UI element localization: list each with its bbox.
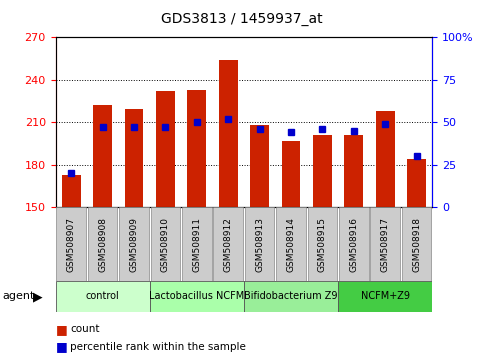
Bar (308, 207, 337, 281)
Text: GSM508911: GSM508911 (192, 217, 201, 272)
Text: GSM508914: GSM508914 (286, 217, 296, 272)
Bar (313, 135, 332, 207)
Bar (150, 281, 244, 312)
Bar (339, 207, 369, 281)
Bar (219, 60, 238, 207)
Bar (57, 207, 86, 281)
Bar (119, 207, 149, 281)
Bar (244, 281, 338, 312)
Bar (62, 175, 81, 207)
Text: GSM508909: GSM508909 (129, 217, 139, 272)
Bar (182, 207, 212, 281)
Text: ■: ■ (56, 323, 67, 336)
Bar (407, 159, 426, 207)
Bar (88, 207, 117, 281)
Bar (156, 91, 175, 207)
Bar (245, 207, 274, 281)
Text: agent: agent (2, 291, 35, 302)
Text: ▶: ▶ (33, 290, 43, 303)
Text: GDS3813 / 1459937_at: GDS3813 / 1459937_at (161, 12, 322, 27)
Bar (151, 207, 180, 281)
Bar (376, 111, 395, 207)
Text: GSM508907: GSM508907 (67, 217, 76, 272)
Text: GSM508908: GSM508908 (98, 217, 107, 272)
Text: Lactobacillus NCFM: Lactobacillus NCFM (149, 291, 244, 302)
Text: GSM508915: GSM508915 (318, 217, 327, 272)
Bar (250, 125, 269, 207)
Bar (213, 207, 243, 281)
Text: control: control (86, 291, 119, 302)
Text: ■: ■ (56, 341, 67, 353)
Text: GSM508917: GSM508917 (381, 217, 390, 272)
Bar (338, 281, 432, 312)
Text: GSM508913: GSM508913 (255, 217, 264, 272)
Text: count: count (70, 324, 99, 334)
Bar (344, 135, 363, 207)
Bar (276, 207, 306, 281)
Bar (370, 207, 400, 281)
Bar (125, 109, 143, 207)
Text: NCFM+Z9: NCFM+Z9 (361, 291, 410, 302)
Bar (282, 141, 300, 207)
Bar (402, 207, 431, 281)
Text: GSM508912: GSM508912 (224, 217, 233, 272)
Text: GSM508918: GSM508918 (412, 217, 421, 272)
Text: GSM508910: GSM508910 (161, 217, 170, 272)
Text: Bifidobacterium Z9: Bifidobacterium Z9 (244, 291, 338, 302)
Bar (56, 281, 150, 312)
Text: percentile rank within the sample: percentile rank within the sample (70, 342, 246, 352)
Bar (93, 105, 112, 207)
Bar (187, 90, 206, 207)
Text: GSM508916: GSM508916 (349, 217, 358, 272)
